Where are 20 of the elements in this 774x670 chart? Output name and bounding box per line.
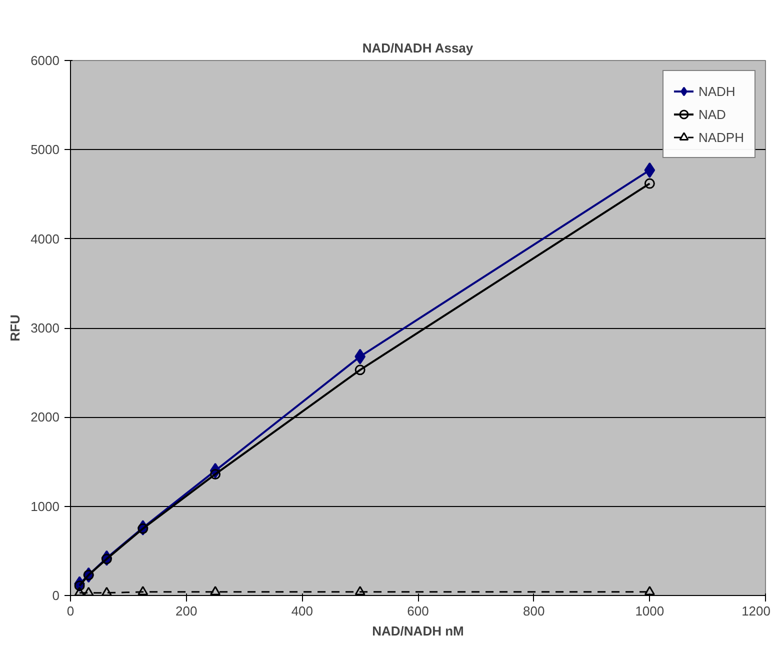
y-tick-label: 6000 <box>30 53 60 68</box>
y-tick-label: 5000 <box>30 142 60 158</box>
x-tick-label: 200 <box>175 604 198 618</box>
x-tick-label: 400 <box>291 604 314 618</box>
x-tick-label: 1200 <box>742 604 770 618</box>
y-axis-title: RFU <box>8 314 23 342</box>
x-tick-label: 0 <box>66 604 74 618</box>
y-tick-label: 2000 <box>30 410 60 425</box>
x-tick-label: 1000 <box>635 604 664 618</box>
y-tick-label: 3000 <box>30 320 60 336</box>
x-tick-label: 800 <box>522 604 545 618</box>
chart-title: NAD/NADH Assay <box>362 40 474 56</box>
y-tick-label: 4000 <box>30 231 60 246</box>
x-axis-title: NAD/NADH nM <box>372 624 464 638</box>
y-tick-label: 0 <box>52 588 60 603</box>
x-tick-label: 600 <box>407 604 429 618</box>
y-tick-label: 1000 <box>30 498 60 514</box>
legend-label: NADPH <box>698 130 744 144</box>
legend-label: NAD <box>698 106 726 122</box>
legend-label: NADH <box>698 84 736 98</box>
